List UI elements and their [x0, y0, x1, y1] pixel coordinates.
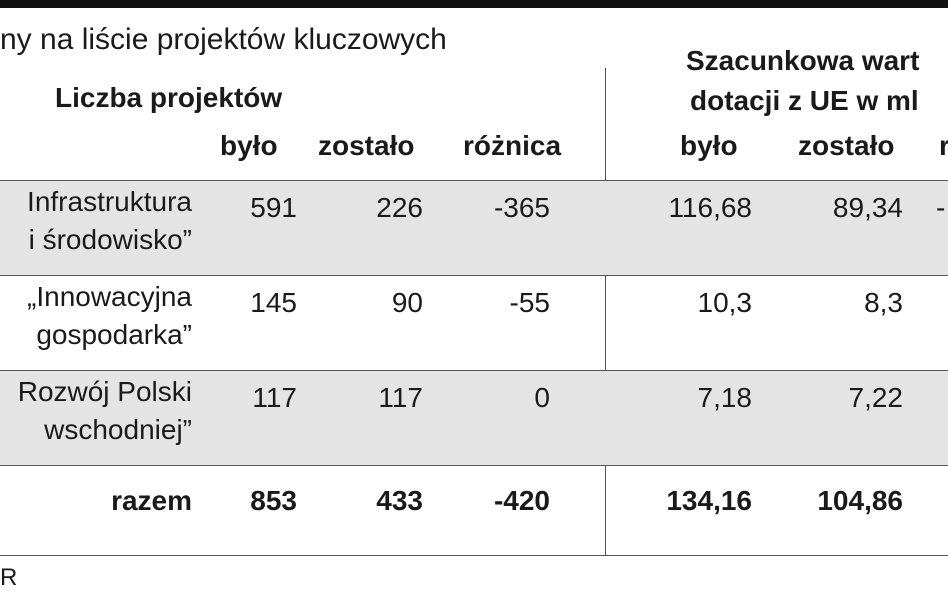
cell: 7,22: [848, 382, 904, 413]
cell: 853: [250, 485, 297, 516]
cell: -365: [493, 192, 550, 223]
row-line: [0, 465, 948, 466]
row-background: [0, 180, 948, 275]
cell: 104,86: [817, 485, 903, 516]
cell: 117: [378, 382, 423, 413]
group-header: Szacunkowa wart: [686, 45, 920, 76]
column-header: było: [220, 130, 278, 161]
cell: -55: [509, 287, 550, 318]
title: ny na liście projektów kluczowych: [0, 23, 447, 56]
cell: 89,34: [832, 192, 903, 223]
row-line: [0, 275, 948, 276]
row-line: [0, 180, 948, 181]
source: R: [0, 564, 18, 591]
cell: 10,3: [697, 287, 753, 318]
cell: 116,68: [668, 192, 752, 223]
cell: -420: [493, 485, 550, 516]
row-background: [0, 370, 948, 465]
row-label: wschodniej”: [44, 414, 192, 445]
row-label: razem: [111, 485, 192, 516]
column-header: zostało: [318, 130, 415, 161]
cell: -: [936, 192, 946, 223]
row-label: Rozwój Polski: [17, 376, 192, 407]
cell: 8,3: [864, 287, 903, 318]
group-header: Liczba projektów: [55, 82, 283, 113]
row-label: i środowisko”: [28, 224, 192, 255]
row-label: „Innowacyjna: [27, 281, 192, 312]
cell: 134,16: [666, 485, 752, 516]
cell: 226: [376, 192, 423, 223]
cell: 0: [534, 382, 550, 413]
row-line: [0, 555, 948, 556]
cell: 117: [252, 382, 297, 413]
cell: 591: [250, 192, 297, 223]
divider: [605, 68, 606, 556]
column-header: było: [680, 130, 738, 161]
column-header: różnica: [463, 130, 562, 161]
cell: 7,18: [697, 382, 753, 413]
row-line: [0, 370, 948, 371]
cell: 90: [391, 287, 423, 318]
row-label: Infrastruktura: [27, 186, 192, 217]
top-bar: [0, 0, 948, 8]
column-header: zostało: [798, 130, 895, 161]
column-header: r: [939, 130, 948, 161]
cell: 433: [376, 485, 423, 516]
cell: 145: [250, 287, 297, 318]
row-label: gospodarka”: [36, 319, 192, 350]
group-header: dotacji z UE w ml: [690, 85, 919, 116]
